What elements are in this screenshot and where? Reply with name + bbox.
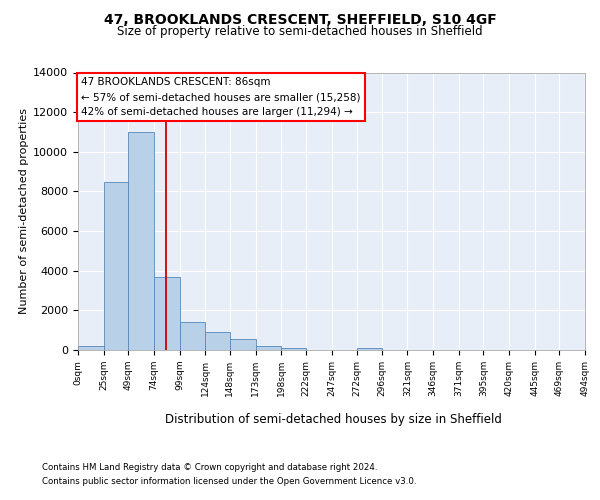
Bar [230, 338, 256, 350]
Text: Contains HM Land Registry data © Crown copyright and database right 2024.: Contains HM Land Registry data © Crown c… [42, 464, 377, 472]
Bar [357, 348, 382, 350]
Y-axis label: Number of semi-detached properties: Number of semi-detached properties [19, 108, 29, 314]
Bar [205, 332, 230, 350]
Bar [256, 346, 281, 350]
Bar [179, 322, 205, 350]
Bar [78, 346, 104, 350]
Bar [128, 132, 154, 350]
Bar [281, 348, 306, 350]
Text: 47 BROOKLANDS CRESCENT: 86sqm
← 57% of semi-detached houses are smaller (15,258): 47 BROOKLANDS CRESCENT: 86sqm ← 57% of s… [81, 78, 361, 117]
Text: Distribution of semi-detached houses by size in Sheffield: Distribution of semi-detached houses by … [164, 412, 502, 426]
Text: Size of property relative to semi-detached houses in Sheffield: Size of property relative to semi-detach… [117, 25, 483, 38]
Bar [104, 182, 128, 350]
Bar [154, 276, 179, 350]
Text: 47, BROOKLANDS CRESCENT, SHEFFIELD, S10 4GF: 47, BROOKLANDS CRESCENT, SHEFFIELD, S10 … [104, 12, 496, 26]
Text: Contains public sector information licensed under the Open Government Licence v3: Contains public sector information licen… [42, 477, 416, 486]
